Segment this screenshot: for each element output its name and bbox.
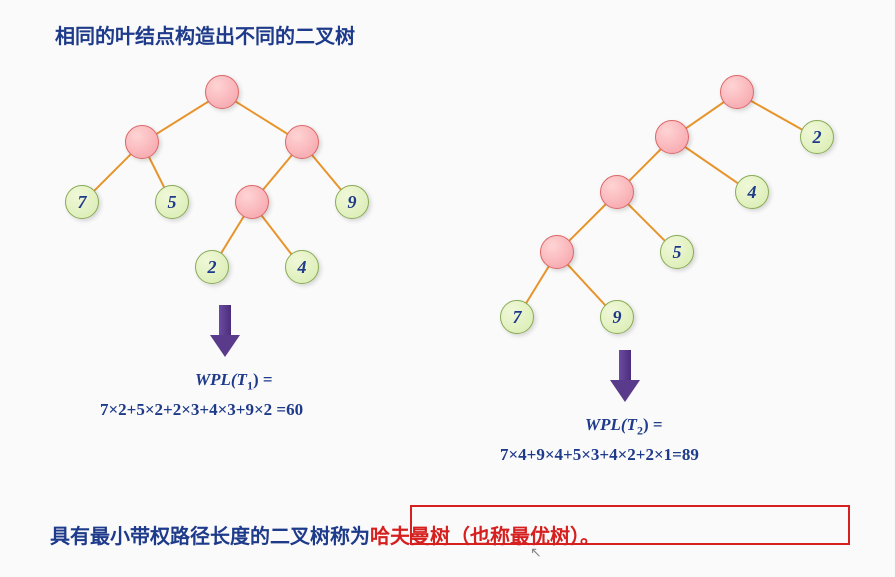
internal-node xyxy=(720,75,754,109)
internal-node xyxy=(285,125,319,159)
internal-node xyxy=(540,235,574,269)
leaf-node: 5 xyxy=(155,185,189,219)
wpl-expression: 7×2+5×2+2×3+4×3+9×2 =60 xyxy=(100,400,303,420)
leaf-node: 4 xyxy=(285,250,319,284)
page-title: 相同的叶结点构造出不同的二叉树 xyxy=(55,20,355,49)
wpl-label: WPL(T2) = xyxy=(585,415,663,438)
internal-node xyxy=(655,120,689,154)
internal-node xyxy=(205,75,239,109)
highlight-box xyxy=(410,505,850,545)
leaf-node: 9 xyxy=(600,300,634,334)
leaf-node: 9 xyxy=(335,185,369,219)
leaf-node: 7 xyxy=(500,300,534,334)
leaf-node: 2 xyxy=(195,250,229,284)
wpl-label: WPL(T1) = xyxy=(195,370,273,393)
cursor-icon: ↖ xyxy=(530,545,542,562)
down-arrow-icon xyxy=(610,350,640,405)
leaf-node: 2 xyxy=(800,120,834,154)
wpl-expression: 7×4+9×4+5×3+4×2+2×1=89 xyxy=(500,445,699,465)
leaf-node: 7 xyxy=(65,185,99,219)
leaf-node: 5 xyxy=(660,235,694,269)
down-arrow-icon xyxy=(210,305,240,360)
internal-node xyxy=(235,185,269,219)
internal-node xyxy=(125,125,159,159)
internal-node xyxy=(600,175,634,209)
definition-part1: 具有最小带权路径长度的二叉树称为 xyxy=(50,526,370,548)
leaf-node: 4 xyxy=(735,175,769,209)
